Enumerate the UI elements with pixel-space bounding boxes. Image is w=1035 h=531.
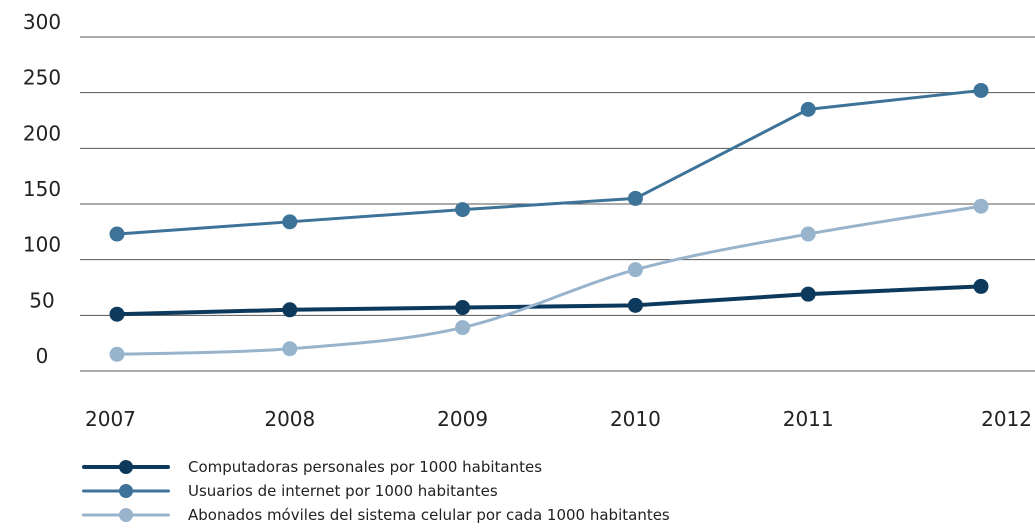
data-point-s3-2010 <box>627 262 643 278</box>
chart-legend: Computadoras personales por 1000 habitan… <box>82 455 670 527</box>
x-tick-label: 2009 <box>437 407 488 431</box>
data-point-s1-2012 <box>973 278 989 294</box>
data-point-s1-2009 <box>455 300 471 316</box>
legend-swatch-icon <box>82 505 170 525</box>
data-point-s3-2008 <box>282 341 298 357</box>
data-point-s2-2007 <box>109 226 125 242</box>
data-point-s2-2010 <box>627 190 643 206</box>
x-tick-label: 2011 <box>783 407 834 431</box>
legend-label: Usuarios de internet por 1000 habitantes <box>188 482 498 500</box>
data-point-s2-2009 <box>455 202 471 218</box>
legend-item-3: Abonados móviles del sistema celular por… <box>82 503 670 527</box>
y-tick-label: 250 <box>23 66 61 90</box>
x-tick-label: 2007 <box>85 407 136 431</box>
data-point-s3-2011 <box>800 226 816 242</box>
x-tick-label: 2010 <box>610 407 661 431</box>
legend-label: Computadoras personales por 1000 habitan… <box>188 458 543 476</box>
y-tick-label: 150 <box>23 177 61 201</box>
x-tick-label: 2008 <box>264 407 315 431</box>
legend-label: Abonados móviles del sistema celular por… <box>188 506 670 524</box>
data-point-s1-2011 <box>800 286 816 302</box>
data-point-s2-2012 <box>973 82 989 98</box>
y-tick-label: 50 <box>29 288 54 312</box>
legend-item-2: Usuarios de internet por 1000 habitantes <box>82 479 670 503</box>
grid-lines <box>80 36 1035 372</box>
y-tick-label: 300 <box>23 10 61 34</box>
x-tick-label: 2012 <box>981 407 1032 431</box>
series-line-1 <box>115 284 983 317</box>
y-tick-label: 200 <box>23 121 61 145</box>
data-point-s1-2007 <box>109 306 125 322</box>
x-axis-ticks: 2007 2008 2009 2010 2011 2012 <box>85 407 1032 431</box>
legend-item-1: Computadoras personales por 1000 habitan… <box>82 455 670 479</box>
series-group <box>109 82 989 362</box>
data-point-s3-2007 <box>109 346 125 362</box>
data-point-s2-2011 <box>800 101 816 117</box>
y-axis-ticks: 0 50 100 150 200 250 300 <box>23 10 61 368</box>
legend-swatch-icon <box>82 481 170 501</box>
y-tick-label: 0 <box>36 344 49 368</box>
legend-swatch-icon <box>82 457 170 477</box>
series-line-3 <box>115 204 983 356</box>
data-point-s3-2009 <box>455 320 471 336</box>
data-point-s3-2012 <box>973 198 989 214</box>
data-point-s1-2008 <box>282 302 298 318</box>
y-tick-label: 100 <box>23 233 61 257</box>
data-point-s1-2010 <box>627 297 643 313</box>
series-line-2 <box>115 88 983 236</box>
data-point-s2-2008 <box>282 214 298 230</box>
